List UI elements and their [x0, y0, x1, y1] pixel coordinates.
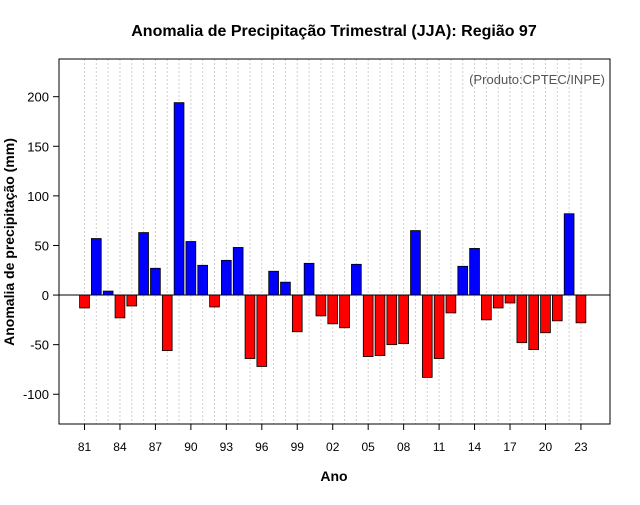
- y-tick-label-2: 0: [42, 288, 49, 303]
- x-tick-label-13: 20: [539, 440, 553, 454]
- x-axis: 81 84 87 90 93 96 99 02 05 08 11 14 17 20 23: [78, 424, 588, 454]
- bar-2006: [374, 294, 386, 356]
- bar-2003: [339, 294, 350, 329]
- bar-1989: [173, 102, 185, 296]
- bar-2014: [469, 248, 480, 296]
- x-tick-label-9: 08: [397, 440, 411, 454]
- bar-2018: [516, 294, 528, 344]
- bar-1998: [280, 281, 291, 296]
- bars: [79, 102, 587, 378]
- x-tick-label-2: 87: [149, 440, 163, 454]
- credit-text: (Produto:CPTEC/INPE): [469, 72, 605, 87]
- y-tick-label-6: 200: [27, 90, 49, 105]
- bar-1990: [185, 241, 197, 296]
- x-tick-label-3: 90: [184, 440, 198, 454]
- x-axis-title: Ano: [320, 468, 347, 484]
- y-axis: -100 -50 0 50 100 150 200: [23, 90, 59, 402]
- bar-2020: [540, 294, 551, 334]
- bar-1983: [102, 290, 114, 296]
- bar-2016: [492, 294, 504, 309]
- x-tick-label-11: 14: [468, 440, 482, 454]
- x-tick-label-5: 96: [255, 440, 269, 454]
- bar-2000: [303, 262, 315, 296]
- bar-2001: [315, 294, 327, 317]
- bar-1982: [91, 238, 102, 296]
- x-tick-label-0: 81: [78, 440, 92, 454]
- bar-2017: [504, 294, 516, 304]
- bar-1993: [221, 259, 232, 296]
- bar-2008: [398, 294, 409, 345]
- bar-1997: [268, 270, 279, 296]
- bar-1996: [256, 294, 268, 367]
- x-tick-label-1: 84: [113, 440, 127, 454]
- x-tick-label-4: 93: [220, 440, 234, 454]
- bar-1992: [209, 294, 220, 308]
- chart-title: Anomalia de Precipitação Trimestral (JJA…: [131, 23, 537, 40]
- bar-2022: [563, 213, 575, 296]
- bar-2002: [327, 294, 339, 325]
- bar-2007: [386, 294, 398, 346]
- bar-1986: [138, 232, 149, 296]
- plot-frame: [58, 58, 611, 425]
- bar-1991: [197, 264, 209, 296]
- y-tick-label-0: -100: [23, 387, 49, 402]
- bar-2012: [445, 294, 457, 314]
- y-tick-label-1: -50: [30, 338, 49, 353]
- bar-2021: [552, 294, 563, 322]
- bar-1985: [126, 294, 138, 307]
- x-tick-label-14: 23: [574, 440, 588, 454]
- bar-2015: [481, 294, 492, 321]
- bar-2019: [528, 294, 539, 351]
- y-axis-title: Anomalia de precipitação (mm): [1, 138, 17, 346]
- bar-2011: [433, 294, 445, 359]
- x-tick-label-10: 11: [433, 440, 446, 454]
- bar-1984: [114, 294, 126, 319]
- bar-2009: [410, 230, 421, 296]
- bar-2013: [457, 265, 469, 296]
- bar-2010: [421, 294, 433, 378]
- x-tick-label-12: 17: [503, 440, 517, 454]
- bar-2005: [362, 294, 374, 357]
- bar-2004: [351, 263, 362, 296]
- bar-2023: [575, 294, 587, 324]
- x-tick-label-6: 99: [291, 440, 305, 454]
- bar-1988: [161, 294, 173, 352]
- bar-1995: [244, 294, 256, 359]
- x-tick-label-8: 05: [362, 440, 376, 454]
- x-tick-label-7: 02: [326, 440, 340, 454]
- bar-1981: [79, 294, 90, 309]
- grid: [84, 59, 582, 424]
- y-tick-label-5: 150: [27, 139, 49, 154]
- bar-1999: [291, 294, 303, 333]
- y-tick-label-3: 50: [35, 238, 49, 253]
- y-tick-label-4: 100: [27, 189, 49, 204]
- bar-1987: [150, 267, 161, 296]
- bar-1994: [232, 247, 244, 296]
